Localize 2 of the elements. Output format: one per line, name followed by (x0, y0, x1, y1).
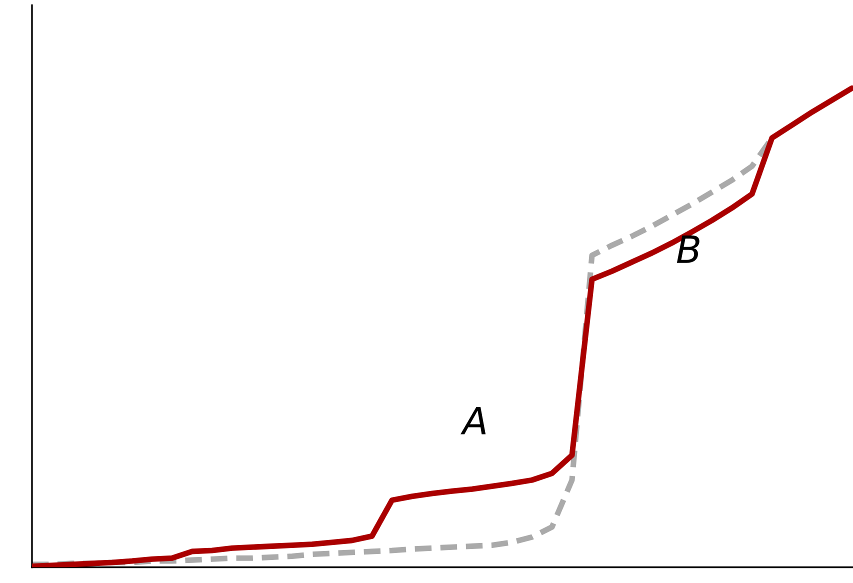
annotation: B (676, 236, 700, 263)
annotation: A (460, 406, 486, 434)
